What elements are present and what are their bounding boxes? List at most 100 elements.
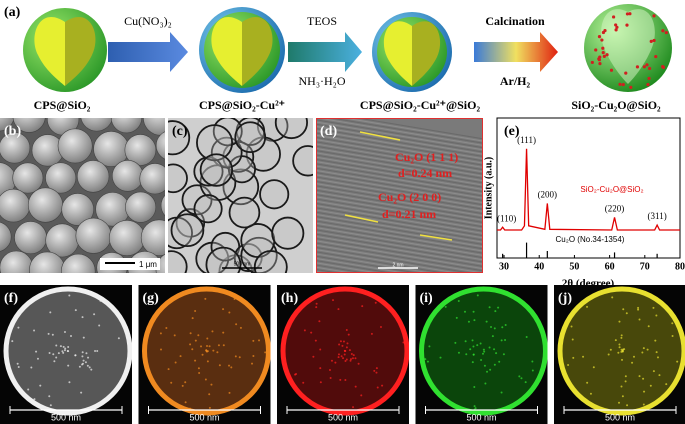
- map-speckle: [481, 352, 484, 355]
- lattice-fringe: [316, 163, 483, 193]
- lattice-fringe: [316, 196, 483, 226]
- map-speckle: [586, 305, 589, 308]
- lattice-fringe: [316, 216, 483, 245]
- particle: [614, 23, 618, 27]
- map-speckle: [345, 346, 348, 349]
- map-speckle: [357, 362, 360, 365]
- map-speckle: [86, 364, 89, 367]
- particle: [628, 12, 632, 16]
- map-speckle: [35, 350, 38, 353]
- map-speckle: [63, 331, 66, 334]
- map-speckle: [485, 320, 488, 323]
- lattice-fringe: [316, 244, 483, 273]
- map-speckle: [472, 310, 475, 313]
- map-speckle: [160, 348, 163, 351]
- lattice-fringe: [316, 187, 483, 217]
- map-speckle: [402, 341, 405, 344]
- lattice-fringe: [316, 220, 483, 250]
- map-speckle: [251, 362, 254, 365]
- map-speckle: [216, 351, 219, 354]
- map-speckle: [82, 359, 85, 362]
- map-speckle: [473, 386, 476, 389]
- reagent: Cu(NO₃)₂: [124, 14, 172, 28]
- map-speckle: [329, 377, 332, 380]
- map-speckle: [68, 381, 71, 384]
- lattice-fringe: [316, 118, 483, 146]
- x-tick-label: 50: [569, 261, 579, 272]
- map-speckle: [204, 378, 207, 381]
- map-speckle: [33, 329, 36, 332]
- arrow: [108, 32, 188, 72]
- x-tick-label: 80: [675, 261, 685, 272]
- lattice-fringe: [316, 183, 483, 212]
- sphere-particle: [0, 221, 12, 252]
- scale-label: 500 nm: [605, 412, 635, 422]
- map-speckle: [467, 320, 470, 323]
- map-speckle: [51, 333, 54, 336]
- map-speckle: [165, 327, 168, 330]
- map-speckle: [228, 311, 231, 314]
- lattice-fringe: [316, 176, 483, 206]
- map-speckle: [238, 356, 241, 359]
- map-speckle: [228, 364, 231, 367]
- legend-entry: Cu₂O (No.34-1354): [556, 235, 625, 244]
- product: SiO₂-Cu₂O@SiO₂: [571, 98, 661, 112]
- sphere-particle: [108, 219, 145, 257]
- map-speckle: [652, 370, 655, 373]
- map-speckle: [471, 361, 474, 364]
- hollow-sphere: [228, 196, 261, 229]
- hrtem-panel: (d) Cu₂O (1 1 1) d=0.24 nm Cu₂O (2 0 0) …: [316, 118, 483, 273]
- map-speckle: [484, 382, 487, 385]
- map-speckle: [338, 343, 341, 346]
- map-speckle: [218, 364, 221, 367]
- lattice-fringe: [316, 172, 483, 201]
- map-speckle: [17, 326, 20, 329]
- map-speckle: [33, 398, 36, 401]
- map-speckle: [649, 384, 652, 387]
- hollow-sphere: [168, 163, 188, 194]
- particle: [624, 71, 628, 75]
- map-speckle: [473, 405, 476, 408]
- map-speckle: [59, 345, 62, 348]
- map-speckle: [676, 360, 679, 363]
- map-speckle: [494, 310, 497, 313]
- particle: [601, 46, 605, 50]
- map-speckle: [572, 356, 575, 359]
- map-speckle: [480, 359, 483, 362]
- map-speckle: [74, 309, 77, 312]
- map-speckle: [48, 395, 51, 398]
- map-speckle: [212, 349, 215, 352]
- map-speckle: [81, 355, 84, 358]
- map-speckle: [194, 339, 197, 342]
- lattice-fringe: [316, 156, 483, 186]
- lattice-fringe: [316, 143, 483, 173]
- peak-label: (110): [497, 213, 516, 223]
- lattice-fringe: [316, 145, 483, 175]
- map-speckle: [622, 348, 625, 351]
- sphere-particle: [155, 131, 165, 160]
- map-speckle: [345, 329, 348, 332]
- lattice-fringe: [316, 238, 483, 267]
- map-speckle: [618, 346, 621, 349]
- map-speckle: [374, 301, 377, 304]
- map-speckle: [217, 344, 220, 347]
- map-speckle: [622, 308, 625, 311]
- map-speckle: [68, 294, 71, 297]
- map-speckle: [191, 317, 194, 320]
- hollow-sphere: [170, 213, 205, 248]
- lattice-fringe: [316, 139, 483, 168]
- particle: [661, 29, 665, 33]
- hollow-sphere: [168, 120, 191, 156]
- map-speckle: [36, 357, 39, 360]
- map-speckle: [654, 339, 657, 342]
- map-speckle: [642, 377, 645, 380]
- map-speckle: [239, 326, 242, 329]
- lattice-fringe: [316, 202, 483, 232]
- scale-label: 500 nm: [466, 412, 496, 422]
- map-speckle: [179, 355, 182, 358]
- map-speckle: [117, 337, 120, 340]
- sphere-particle: [12, 162, 44, 194]
- lattice-fringe: [316, 227, 483, 256]
- lattice-fringe: [316, 180, 483, 210]
- map-speckle: [339, 378, 342, 381]
